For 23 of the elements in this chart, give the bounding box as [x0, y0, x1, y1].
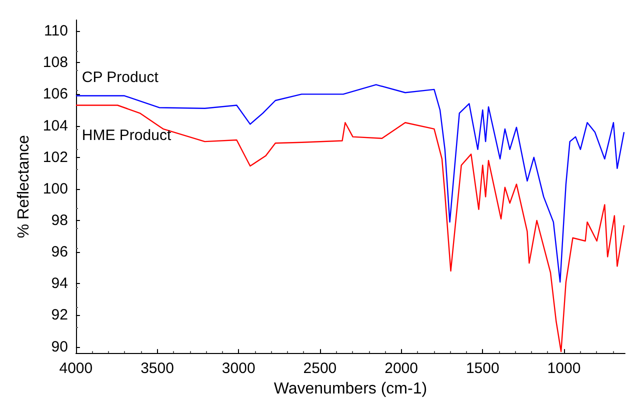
y-tick-label: 108: [42, 54, 68, 72]
y-tick-label: 98: [51, 212, 68, 229]
x-tick-label: 2000: [384, 360, 418, 378]
y-axis-title: % Reflectance: [16, 134, 32, 238]
y-tick-label: 102: [42, 148, 68, 166]
y-tick-label: 106: [42, 86, 68, 103]
y-tick-label: 104: [42, 117, 68, 134]
y-tick-label: 110: [44, 22, 68, 40]
x-tick-label: 4000: [59, 360, 93, 378]
x-tick-label: 3000: [222, 360, 256, 378]
x-tick-label: 1500: [466, 360, 500, 378]
x-axis-title: Wavenumbers (cm-1): [274, 380, 428, 398]
y-tick-label: 94: [51, 275, 68, 292]
x-tick-label: 2500: [303, 360, 337, 378]
x-tick-label: 3500: [140, 360, 174, 378]
y-tick-label: 92: [51, 306, 68, 324]
series-label: CP Product: [82, 68, 160, 86]
y-tick-label: 100: [42, 180, 68, 198]
x-tick-label: 1000: [547, 360, 581, 378]
y-tick-label: 96: [51, 244, 68, 261]
series-label: HME Product: [82, 127, 172, 144]
y-tick-label: 90: [51, 338, 68, 356]
line-series: [75, 84, 625, 283]
